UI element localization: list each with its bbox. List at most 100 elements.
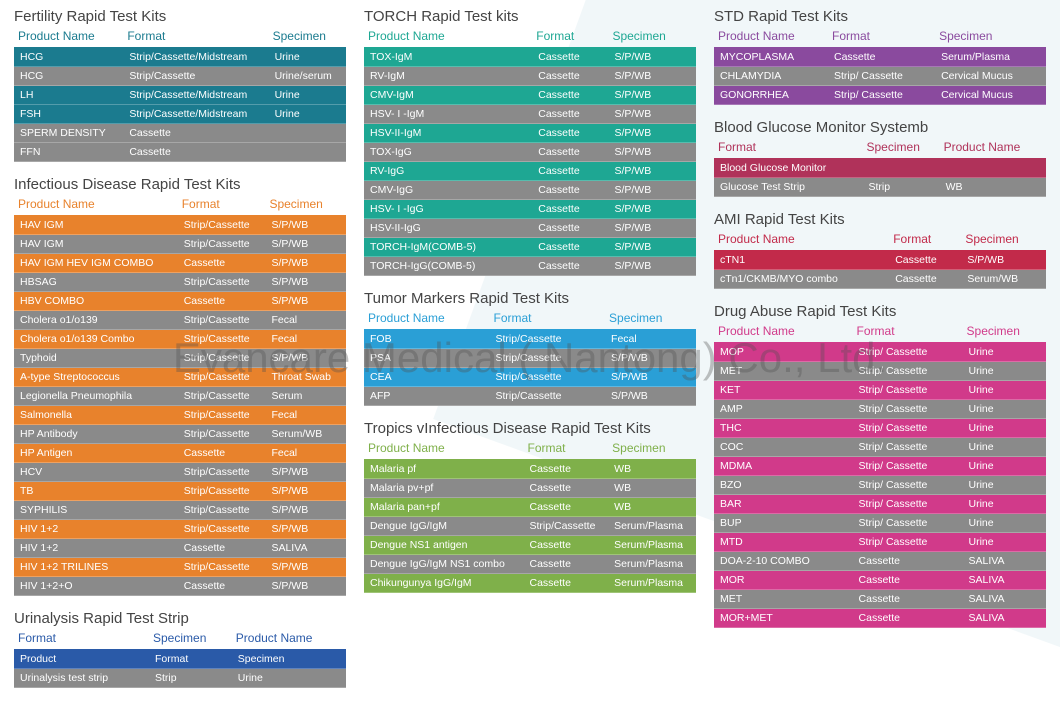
table-cell: S/P/WB — [265, 482, 346, 501]
table-cell: Malaria pv+pf — [364, 479, 523, 498]
table-cell: Dengue NS1 antigen — [364, 536, 523, 555]
table-cell: Cholera o1/o139 Combo — [14, 330, 178, 349]
table-cell: Serum/Plasma — [608, 574, 696, 593]
column-header: Product Name — [14, 27, 123, 48]
table-cell: S/P/WB — [265, 216, 346, 235]
table-row: HIV 1+2Strip/CassetteS/P/WB — [14, 520, 346, 539]
table-row: Glucose Test StripStripWB — [714, 178, 1046, 197]
table-cell: S/P/WB — [608, 67, 696, 86]
table-cell: Strip/Cassette — [178, 235, 266, 254]
table-cell: S/P/WB — [605, 368, 696, 387]
table-row: BARStrip/ CassetteUrine — [714, 495, 1046, 514]
table-cell: Cassette — [178, 577, 266, 596]
table-cell: HAV IGM HEV IGM COMBO — [14, 254, 178, 273]
table-cell: Strip/ Cassette — [853, 476, 963, 495]
table-row: CMV-IgGCassetteS/P/WB — [364, 181, 696, 200]
table-cell: S/P/WB — [608, 124, 696, 143]
table-row: Malaria pfCassetteWB — [364, 460, 696, 479]
table-cell: HP Antibody — [14, 425, 178, 444]
table-cell: MOP — [714, 343, 853, 362]
section-std: STD Rapid Test KitsProduct NameFormatSpe… — [714, 8, 1046, 105]
table-cell: Cassette — [532, 86, 608, 105]
table-cell: HSV- I -IgG — [364, 200, 532, 219]
table-row: TBStrip/CassetteS/P/WB — [14, 482, 346, 501]
table-cell: Product — [14, 650, 149, 669]
column-header: Specimen — [935, 27, 1046, 48]
table-row: HIV 1+2CassetteSALIVA — [14, 539, 346, 558]
table-cell: FFN — [14, 143, 123, 162]
table-row: LHStrip/Cassette/MidstreamUrine — [14, 86, 346, 105]
table-cell: Cassette — [523, 536, 608, 555]
table-row: MDMAStrip/ CassetteUrine — [714, 457, 1046, 476]
table-row: MYCOPLASMACassetteSerum/Plasma — [714, 48, 1046, 67]
table-cell: Strip/Cassette/Midstream — [123, 48, 268, 67]
table-cell: WB — [608, 498, 696, 517]
column-header: Specimen — [269, 27, 346, 48]
table-cell: Serum/WB — [961, 270, 1046, 289]
table-cell: Malaria pan+pf — [364, 498, 523, 517]
table-cell: Strip/Cassette — [178, 273, 266, 292]
table-cell: Strip/Cassette — [178, 425, 266, 444]
table-row: AFPStrip/CassetteS/P/WB — [364, 387, 696, 406]
table-cell: Malaria pf — [364, 460, 523, 479]
table-row: CMV-IgMCassetteS/P/WB — [364, 86, 696, 105]
table-cell: Fecal — [265, 330, 346, 349]
table-row: Urinalysis test stripStripUrine — [14, 669, 346, 688]
table-cell: Strip/Cassette — [523, 517, 608, 536]
table-row: MORCassetteSALIVA — [714, 571, 1046, 590]
data-table: Product NameFormatSpecimenTOX-IgMCassett… — [364, 27, 696, 276]
table-cell: Strip/Cassette — [178, 330, 266, 349]
table-cell — [269, 124, 346, 143]
table-row: AMPStrip/ CassetteUrine — [714, 400, 1046, 419]
table-cell: Strip/Cassette — [178, 520, 266, 539]
table-cell: PSA — [364, 349, 490, 368]
table-cell: HCV — [14, 463, 178, 482]
table-cell: Urine — [269, 48, 346, 67]
column-header: Specimen — [265, 195, 346, 216]
table-cell: WB — [608, 460, 696, 479]
table-cell: Urine — [963, 343, 1046, 362]
table-cell: CHLAMYDIA — [714, 67, 828, 86]
table-cell: S/P/WB — [265, 520, 346, 539]
table-cell: Cassette — [532, 257, 608, 276]
table-cell: HP Antigen — [14, 444, 178, 463]
table-cell: Dengue IgG/IgM NS1 combo — [364, 555, 523, 574]
table-row: METCassetteSALIVA — [714, 590, 1046, 609]
table-row: PSAStrip/CassetteS/P/WB — [364, 349, 696, 368]
column-header: Product Name — [940, 138, 1046, 159]
table-cell: BUP — [714, 514, 853, 533]
section-title: Tumor Markers Rapid Test Kits — [364, 290, 696, 307]
table-cell: HSV- I -IgM — [364, 105, 532, 124]
table-cell: Strip/Cassette — [490, 368, 606, 387]
column-header: Format — [490, 309, 606, 330]
table-row: BUPStrip/ CassetteUrine — [714, 514, 1046, 533]
section-fertility: Fertility Rapid Test KitsProduct NameFor… — [14, 8, 346, 162]
table-cell: S/P/WB — [605, 387, 696, 406]
table-cell: MYCOPLASMA — [714, 48, 828, 67]
table-cell: Cassette — [853, 590, 963, 609]
table-cell: Strip/Cassette — [178, 463, 266, 482]
table-cell: Fecal — [605, 330, 696, 349]
column-header: Format — [714, 138, 863, 159]
table-cell: Strip/Cassette — [178, 349, 266, 368]
table-cell: HIV 1+2 TRILINES — [14, 558, 178, 577]
table-row: Dengue NS1 antigenCassetteSerum/Plasma — [364, 536, 696, 555]
table-cell: GONORRHEA — [714, 86, 828, 105]
table-cell: Strip/ Cassette — [853, 495, 963, 514]
table-row: Legionella PneumophilaStrip/CassetteSeru… — [14, 387, 346, 406]
table-cell: S/P/WB — [265, 577, 346, 596]
table-row: CHLAMYDIAStrip/ CassetteCervical Mucus — [714, 67, 1046, 86]
table-cell: FOB — [364, 330, 490, 349]
table-row: Malaria pv+pfCassetteWB — [364, 479, 696, 498]
table-row: TOX-IgMCassetteS/P/WB — [364, 48, 696, 67]
table-cell: CEA — [364, 368, 490, 387]
table-cell: TB — [14, 482, 178, 501]
page-columns: Fertility Rapid Test KitsProduct NameFor… — [0, 0, 1060, 696]
section-title: Infectious Disease Rapid Test Kits — [14, 176, 346, 193]
section-title: Urinalysis Rapid Test Strip — [14, 610, 346, 627]
table-row: HSV-II-IgMCassetteS/P/WB — [364, 124, 696, 143]
table-row: RV-IgMCassetteS/P/WB — [364, 67, 696, 86]
table-row: HIV 1+2 TRILINESStrip/CassetteS/P/WB — [14, 558, 346, 577]
table-row: KETStrip/ CassetteUrine — [714, 381, 1046, 400]
column-header: Product Name — [364, 439, 523, 460]
